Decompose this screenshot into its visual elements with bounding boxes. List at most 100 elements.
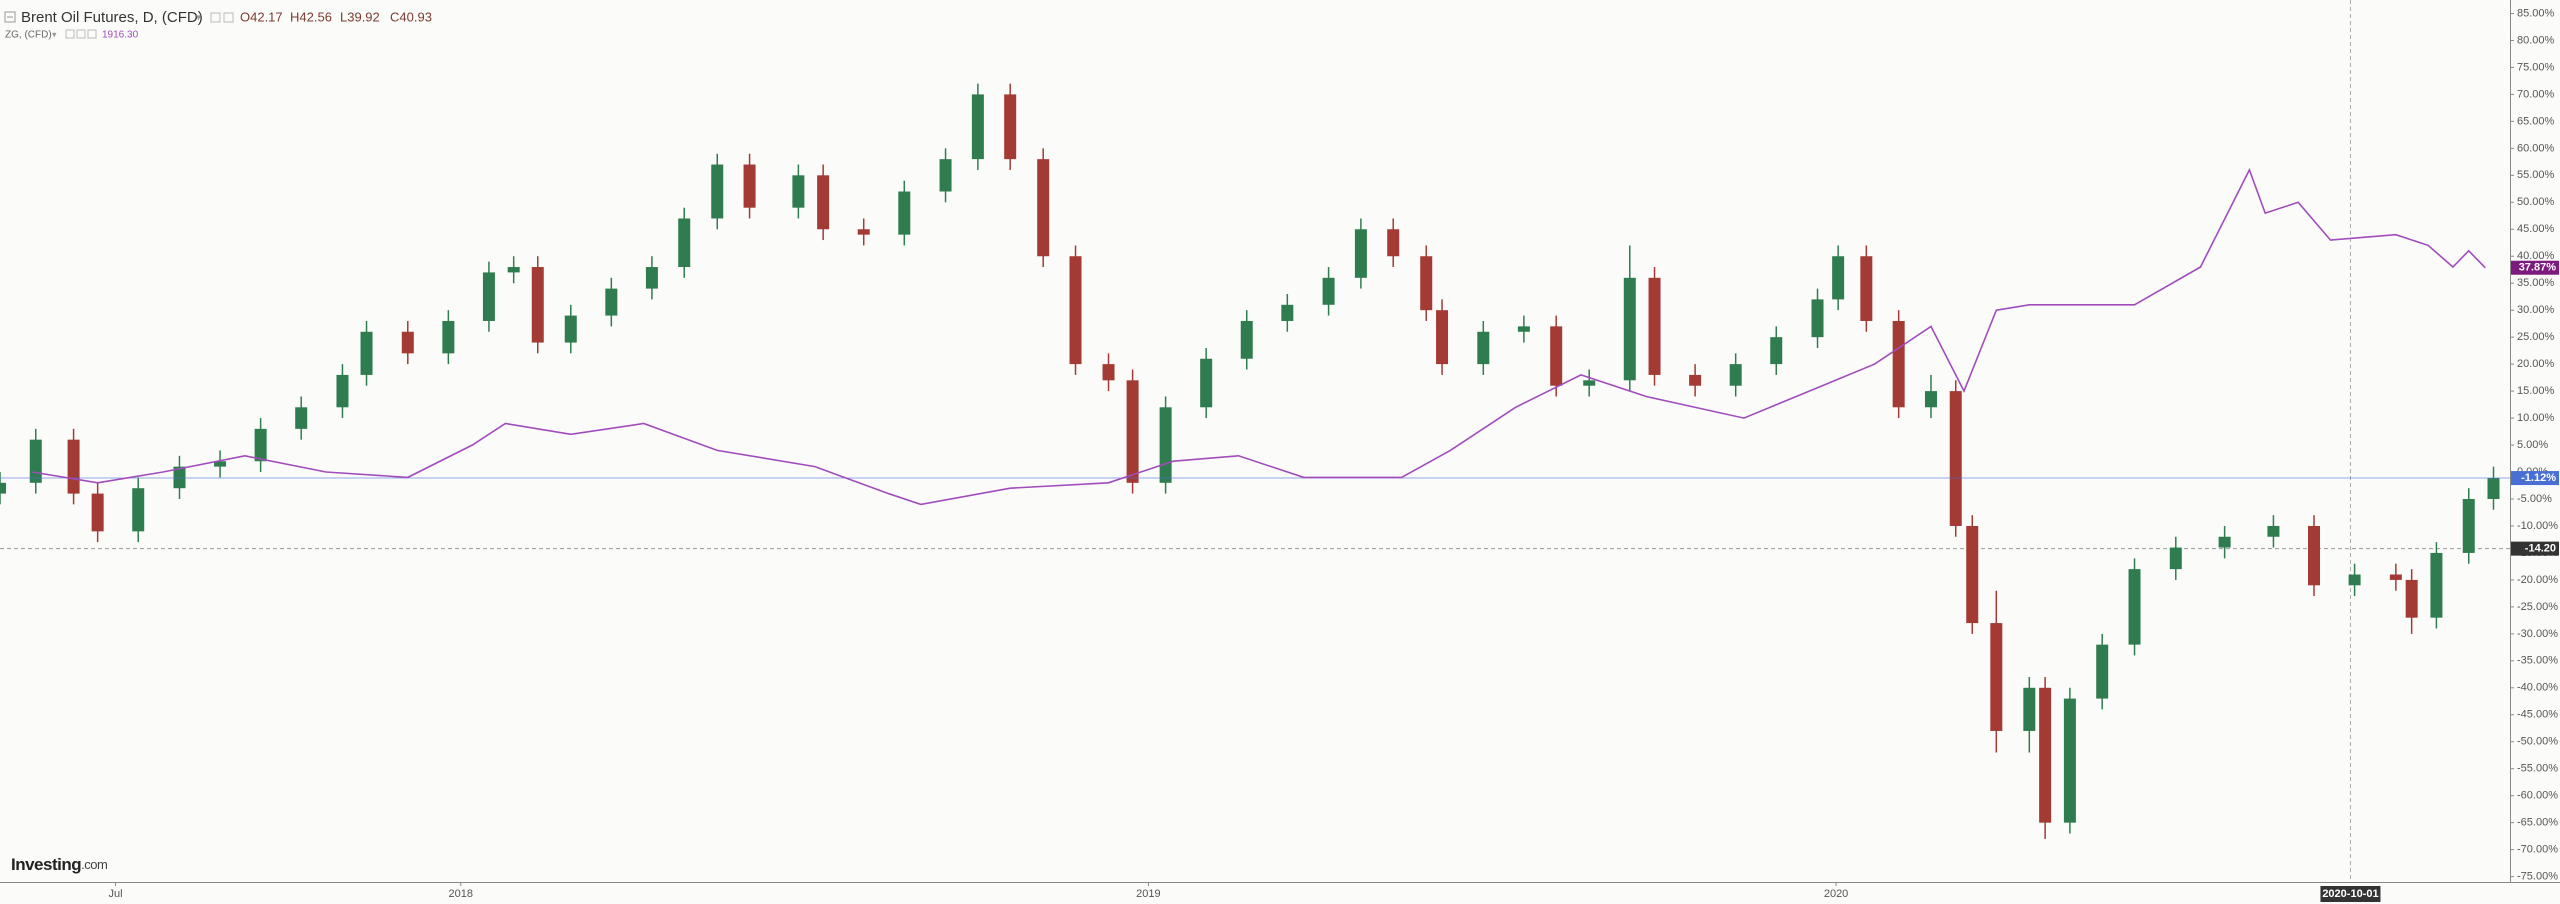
x-tick-label: 2018: [448, 888, 472, 900]
candle-body: [360, 331, 373, 375]
candle-body: [1949, 391, 1962, 526]
ohlc-open: O42.17: [240, 9, 283, 24]
candle-body: [2405, 579, 2418, 618]
candle-body: [564, 315, 577, 343]
candle-body: [29, 439, 42, 483]
candle-body: [482, 272, 495, 321]
y-tick-label: 45.00%: [2517, 223, 2555, 235]
candle-body: [2096, 644, 2109, 699]
candle-body: [678, 218, 691, 268]
candle-body: [1069, 256, 1082, 365]
y-tick-label: 60.00%: [2517, 142, 2555, 154]
y-tick-label: -5.00%: [2517, 493, 2552, 505]
candle-body: [295, 407, 308, 429]
candle-body: [1623, 277, 1636, 381]
dropdown-caret[interactable]: ▾: [196, 13, 201, 24]
candle-body: [1126, 380, 1139, 483]
candle-body: [743, 164, 756, 208]
candle-body: [401, 331, 414, 354]
y-tick-label: 55.00%: [2517, 169, 2555, 181]
candle-body: [1648, 277, 1661, 375]
x-tick-label: 2020: [1824, 888, 1848, 900]
y-tick-label: 50.00%: [2517, 196, 2555, 208]
candle-body: [214, 461, 227, 467]
y-tick-label: 65.00%: [2517, 115, 2555, 127]
candle-body: [1387, 229, 1400, 257]
candle-body: [1990, 623, 2003, 731]
y-tick-label: -45.00%: [2517, 709, 2558, 721]
y-tick-label: 15.00%: [2517, 385, 2555, 397]
candle-body: [2218, 536, 2231, 548]
candle-body: [1517, 326, 1530, 332]
y-tick-label: -10.00%: [2517, 520, 2558, 532]
visibility-icon[interactable]: [65, 29, 75, 39]
candle-body: [2023, 687, 2036, 731]
candle-body: [2430, 552, 2443, 618]
y-tick-label: -25.00%: [2517, 601, 2558, 613]
candle-body: [132, 488, 145, 532]
candle-body: [2487, 478, 2500, 499]
candle-body: [971, 94, 984, 160]
candle-body: [1966, 525, 1979, 624]
y-tick-label: 25.00%: [2517, 331, 2555, 343]
candle-body: [254, 428, 267, 462]
candle-body: [531, 267, 544, 343]
candle-body: [1200, 358, 1213, 408]
candle-body: [67, 439, 80, 494]
candle-body: [1281, 304, 1294, 321]
y-tick-label: 30.00%: [2517, 304, 2555, 316]
y-tick-label: 40.00%: [2517, 250, 2555, 262]
candle-body: [2308, 525, 2321, 586]
ohlc-close: C40.93: [390, 9, 432, 24]
candle-body: [1240, 320, 1253, 359]
candle-body: [1004, 94, 1017, 160]
candle-body: [1689, 374, 1702, 386]
settings-icon[interactable]: [210, 12, 221, 23]
crosshair-y-label-bg: [2511, 541, 2559, 556]
candle-body: [939, 159, 952, 192]
close-icon[interactable]: [87, 29, 97, 39]
candle-body: [1550, 326, 1563, 386]
candle-body: [2063, 698, 2076, 823]
candle-body: [1354, 229, 1367, 278]
collapse-icon[interactable]: [4, 11, 16, 23]
logo: Investing.com: [11, 855, 107, 874]
crosshair-x-label: 2020-10-01: [2322, 888, 2378, 900]
y-tick-label: -60.00%: [2517, 790, 2558, 802]
last-value-label-bg: [2511, 260, 2559, 275]
dropdown-caret[interactable]: ▾: [52, 29, 57, 39]
candle-body: [645, 267, 658, 289]
series-name: ZG, (CFD): [5, 30, 52, 41]
candle-body: [711, 164, 724, 219]
last-value-label: 37.87%: [2519, 262, 2557, 274]
y-tick-label: 70.00%: [2517, 88, 2555, 100]
candle-body: [1322, 277, 1335, 305]
candle-body: [2389, 574, 2402, 580]
line-series: [32, 167, 2486, 506]
candle-body: [2128, 569, 2141, 645]
candle-body: [91, 493, 104, 532]
candle-body: [1811, 299, 1824, 338]
series-name: Brent Oil Futures, D, (CFD): [21, 9, 203, 26]
close-icon[interactable]: [223, 12, 234, 23]
candle-body: [173, 466, 186, 489]
crosshair-x-label-bg: [2320, 886, 2381, 902]
ohlc-low: L39.92: [340, 9, 380, 24]
y-tick-label: 85.00%: [2517, 7, 2555, 19]
y-tick-label: -30.00%: [2517, 628, 2558, 640]
logo-domain: .com: [81, 857, 107, 872]
last-price-label: -1.12%: [2521, 472, 2556, 484]
candle-body: [2462, 498, 2475, 553]
plot-area: [0, 0, 2510, 882]
y-tick-label: -70.00%: [2517, 844, 2558, 856]
ohlc-high: H42.56: [290, 9, 332, 24]
candle-body: [792, 175, 805, 208]
settings-icon[interactable]: [76, 29, 86, 39]
candle-body: [1420, 256, 1433, 311]
candle-body: [605, 288, 618, 316]
candle-body: [2348, 574, 2361, 586]
candle-body: [1102, 364, 1115, 381]
y-tick-label: -75.00%: [2517, 871, 2558, 883]
